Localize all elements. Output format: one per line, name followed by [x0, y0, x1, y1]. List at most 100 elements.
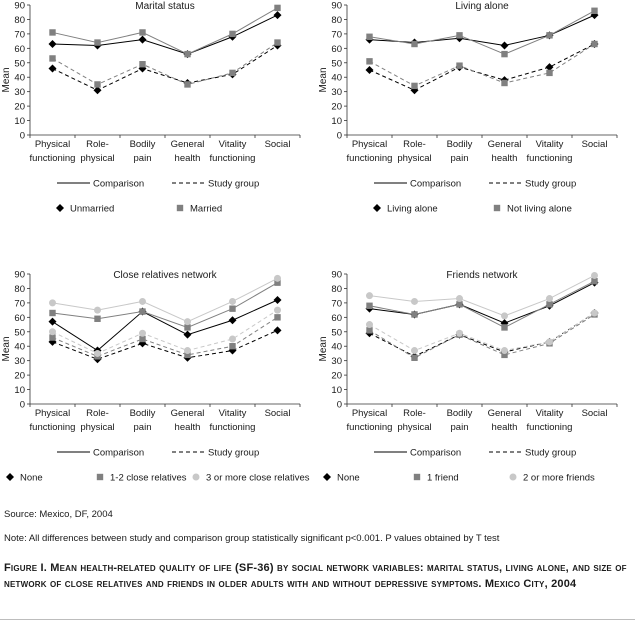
- legend-series-1-label: None: [337, 473, 360, 484]
- x-tick-label: functioning: [30, 153, 76, 164]
- series-3-comparison-point: [94, 306, 101, 314]
- x-tick-label: pain: [134, 153, 152, 164]
- y-tick-label: 60: [331, 44, 342, 55]
- series-3-study-point: [501, 347, 508, 355]
- series-2-study-line: [52, 316, 278, 357]
- x-tick-label: physical: [80, 422, 114, 433]
- x-tick-label: Role-: [403, 139, 426, 150]
- y-tick-label: 40: [14, 342, 25, 353]
- y-tick-label: 50: [14, 327, 25, 338]
- x-tick-label: functioning: [347, 422, 393, 433]
- legend-comparison-label: Comparison: [410, 179, 461, 190]
- legend-series-1-marker: [6, 473, 14, 481]
- y-tick-label: 20: [331, 371, 342, 382]
- x-tick-label: Role-: [86, 139, 109, 150]
- series-1-comparison-line: [369, 282, 595, 324]
- chart-title: Close relatives network: [113, 270, 217, 281]
- x-tick-label: General: [171, 408, 205, 419]
- y-tick-label: 10: [331, 116, 342, 127]
- series-2-comparison-line: [369, 280, 595, 329]
- series-2-comparison-point: [184, 324, 191, 331]
- series-1-study-point: [273, 326, 282, 335]
- series-3-comparison-point: [411, 297, 418, 305]
- x-tick-label: functioning: [30, 422, 76, 433]
- series-3-comparison-point: [229, 297, 236, 305]
- legend-comparison-label: Comparison: [93, 179, 144, 190]
- legend-series-2-marker: [96, 473, 104, 481]
- y-tick-label: 40: [331, 73, 342, 84]
- y-tick-label: 80: [14, 284, 25, 295]
- legend-series-2-label: 1-2 close relatives: [110, 473, 187, 484]
- y-tick-label: 60: [14, 44, 25, 55]
- series-3-study-line: [369, 312, 595, 352]
- series-1-comparison-point: [500, 41, 509, 50]
- x-tick-label: physical: [80, 153, 114, 164]
- series-1-comparison-point: [273, 11, 282, 20]
- y-tick-label: 20: [14, 102, 25, 113]
- x-tick-label: Physical: [352, 139, 387, 150]
- series-2-comparison-point: [49, 309, 56, 317]
- series-2-study-point: [546, 69, 553, 77]
- x-tick-label: Bodily: [130, 139, 156, 150]
- series-3-study-point: [546, 338, 553, 346]
- series-1-comparison-point: [228, 316, 237, 325]
- series-2-comparison-point: [94, 315, 101, 322]
- series-2-study-point: [229, 343, 236, 350]
- y-tick-label: 70: [14, 298, 25, 309]
- series-3-study-point: [456, 329, 463, 337]
- series-2-comparison-point: [274, 279, 281, 286]
- series-2-comparison-point: [274, 4, 281, 12]
- x-tick-label: pain: [451, 422, 469, 433]
- y-tick-label: 80: [14, 15, 25, 26]
- significance-note: Note: All differences between study and …: [4, 533, 500, 544]
- series-1-comparison-point: [48, 40, 57, 48]
- series-3-study-point: [184, 347, 191, 355]
- chart-panel-3: 0 10 20 30 40 50 60 70 80 90 Mean Physical functioni…: [1, 270, 310, 484]
- series-2-comparison-point: [456, 32, 463, 39]
- series-2-study-line: [369, 43, 595, 87]
- legend-series-3-marker: [192, 473, 200, 481]
- series-2-comparison-point: [456, 301, 463, 308]
- legend-series-2-marker: [493, 204, 501, 212]
- legend-series-3-marker: [509, 473, 517, 481]
- series-2-comparison-point: [229, 30, 236, 38]
- series-3-comparison-point: [274, 274, 281, 282]
- series-1-comparison-line: [52, 14, 278, 55]
- legend-series-3-label: 3 or more close relatives: [206, 473, 310, 484]
- series-2-study-point: [501, 79, 508, 87]
- y-tick-label: 30: [331, 356, 342, 367]
- x-tick-label: Vitality: [536, 408, 564, 419]
- y-tick-label: 90: [331, 1, 342, 12]
- x-tick-label: Physical: [35, 139, 70, 150]
- y-tick-label: 40: [14, 73, 25, 84]
- x-tick-label: Social: [265, 139, 291, 150]
- series-2-study-point: [184, 351, 191, 359]
- series-3-study-point: [366, 321, 373, 329]
- x-tick-label: pain: [134, 422, 152, 433]
- series-2-study-point: [456, 62, 463, 69]
- series-2-study-point: [49, 55, 56, 62]
- x-tick-label: Social: [582, 139, 608, 150]
- x-tick-label: physical: [397, 153, 431, 164]
- series-2-comparison-point: [591, 7, 598, 14]
- legend-series-1-label: Living alone: [387, 204, 438, 215]
- series-1-comparison-point: [273, 296, 282, 304]
- series-3-study-point: [49, 328, 56, 336]
- series-2-study-point: [184, 81, 191, 88]
- y-tick-label: 30: [14, 87, 25, 98]
- y-tick-label: 0: [337, 400, 342, 411]
- series-3-comparison-line: [52, 277, 278, 323]
- series-2-study-line: [52, 42, 278, 86]
- x-tick-label: General: [171, 139, 205, 150]
- chart-panel-2: 0 10 20 30 40 50 60 70 80 90 Mean Physical functioni…: [318, 1, 618, 215]
- legend-series-1-label: None: [20, 473, 43, 484]
- y-tick-label: 50: [331, 58, 342, 69]
- legend-series-2-marker: [176, 204, 184, 212]
- series-2-study-point: [411, 354, 418, 361]
- series-2-comparison-point: [546, 32, 553, 39]
- series-1-comparison-point: [183, 330, 192, 339]
- legend-study-label: Study group: [525, 179, 576, 190]
- y-tick-label: 60: [14, 313, 25, 324]
- legend-study-label: Study group: [208, 448, 259, 459]
- series-2-comparison-point: [366, 33, 373, 40]
